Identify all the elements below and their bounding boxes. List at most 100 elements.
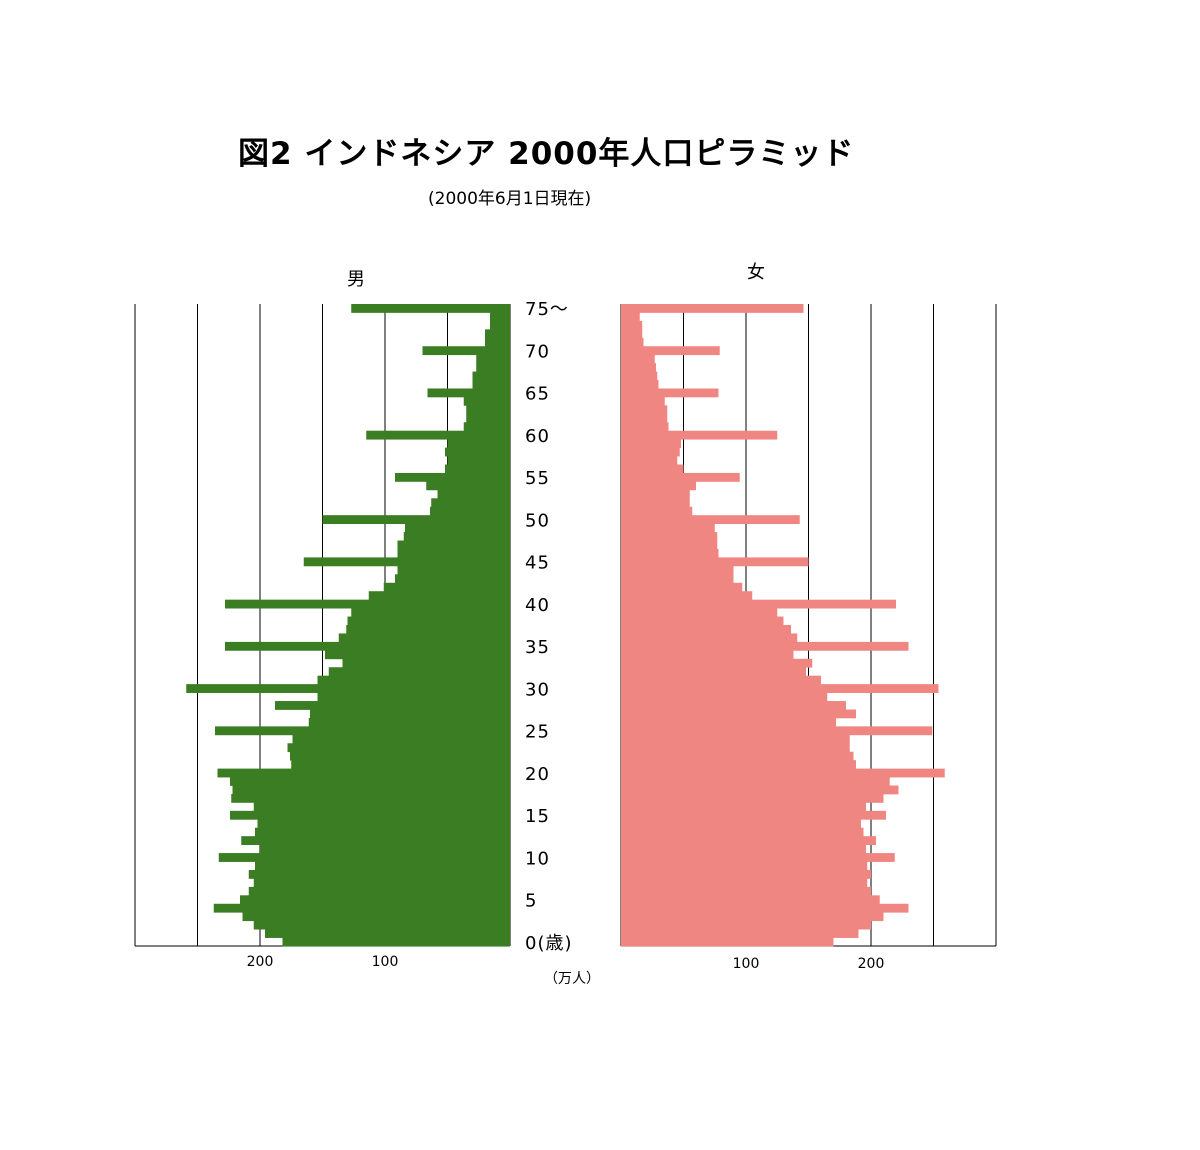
male-bar	[275, 701, 510, 710]
male-bar	[447, 456, 510, 465]
male-bar	[255, 827, 510, 837]
male-bar	[490, 312, 510, 322]
female-bar	[621, 346, 720, 356]
female-x-tick-label: 200	[858, 956, 885, 972]
female-bar	[621, 886, 871, 896]
age-tick-label: 10	[525, 848, 550, 869]
male-bar	[403, 532, 510, 541]
male-bar	[351, 608, 510, 617]
male-bar	[241, 836, 510, 846]
male-bar	[303, 557, 510, 567]
female-bar	[621, 472, 740, 482]
male-bar	[242, 912, 510, 922]
male-bar	[282, 937, 510, 947]
female-bar	[621, 793, 884, 803]
female-bar	[621, 380, 659, 389]
female-series-label: 女	[747, 262, 765, 283]
female-bar	[621, 337, 644, 347]
female-bar	[621, 413, 668, 423]
female-bar	[621, 540, 718, 550]
female-bar	[621, 396, 665, 406]
female-bar	[621, 608, 778, 617]
age-tick-label: 15	[525, 806, 550, 827]
male-bar	[253, 802, 510, 812]
female-bar	[621, 827, 864, 837]
female-bar	[621, 658, 813, 668]
female-bar	[621, 912, 884, 922]
female-bar	[621, 853, 895, 862]
male-bar	[445, 464, 510, 474]
male-bar	[186, 684, 510, 693]
female-bar	[621, 641, 909, 651]
unit-label: （万人）	[544, 971, 600, 987]
female-bar	[621, 565, 734, 575]
male-bar	[476, 354, 510, 364]
female-bar	[621, 548, 719, 558]
female-bar	[621, 768, 945, 778]
female-bar	[621, 684, 939, 693]
age-tick-label: 25	[525, 722, 550, 743]
male-bar	[257, 819, 510, 829]
male-bar	[253, 878, 510, 888]
male-series-label: 男	[347, 269, 365, 290]
female-bar	[621, 937, 834, 947]
female-bar	[621, 869, 871, 879]
female-bar	[621, 439, 681, 449]
age-tick-label: 40	[525, 595, 550, 616]
female-bar	[621, 312, 640, 322]
male-bar	[291, 760, 510, 770]
female-bar	[621, 878, 868, 888]
female-bar	[621, 430, 778, 440]
female-bar	[621, 498, 690, 508]
male-bar	[405, 523, 510, 533]
male-bar	[466, 405, 510, 415]
female-bar	[621, 920, 871, 930]
female-bar	[621, 836, 876, 846]
male-bar	[466, 413, 510, 423]
female-bar	[621, 743, 850, 753]
male-bar	[230, 777, 510, 786]
male-bar	[260, 844, 510, 854]
female-bar	[621, 557, 809, 567]
male-bar	[366, 430, 510, 440]
male-x-tick-label: 200	[247, 954, 274, 970]
female-bar	[621, 574, 734, 584]
female-bar	[621, 692, 828, 702]
female-bar	[621, 709, 856, 719]
female-bar	[621, 650, 794, 660]
female-bar	[621, 599, 896, 609]
male-bar	[472, 380, 510, 389]
female-bar	[621, 861, 868, 871]
male-bar	[383, 582, 510, 592]
age-tick-label: 50	[525, 510, 550, 531]
female-bar	[621, 734, 850, 744]
male-bar	[225, 641, 510, 651]
male-bar	[447, 439, 510, 449]
age-tick-label: 5	[525, 891, 537, 912]
male-bar	[322, 515, 510, 525]
male-bar	[472, 371, 510, 381]
male-bar	[287, 743, 510, 753]
male-bar	[430, 506, 510, 516]
female-bar	[621, 405, 668, 415]
male-bar	[231, 793, 510, 803]
female-bar	[621, 447, 680, 457]
female-bar	[621, 532, 718, 541]
female-bar	[621, 515, 800, 525]
male-bar	[445, 447, 510, 457]
male-bar	[248, 869, 510, 879]
age-tick-label: 20	[525, 764, 550, 785]
female-bar	[621, 802, 866, 812]
age-tick-label: 65	[525, 384, 550, 405]
female-bar	[621, 354, 655, 364]
female-bar	[621, 726, 933, 736]
male-bar	[290, 751, 510, 761]
female-bar	[621, 633, 798, 643]
male-bar	[346, 625, 510, 634]
male-bar	[218, 853, 510, 862]
female-bar	[621, 582, 743, 592]
female-bar	[621, 481, 696, 491]
female-bar	[621, 810, 886, 820]
male-bar	[485, 329, 510, 339]
